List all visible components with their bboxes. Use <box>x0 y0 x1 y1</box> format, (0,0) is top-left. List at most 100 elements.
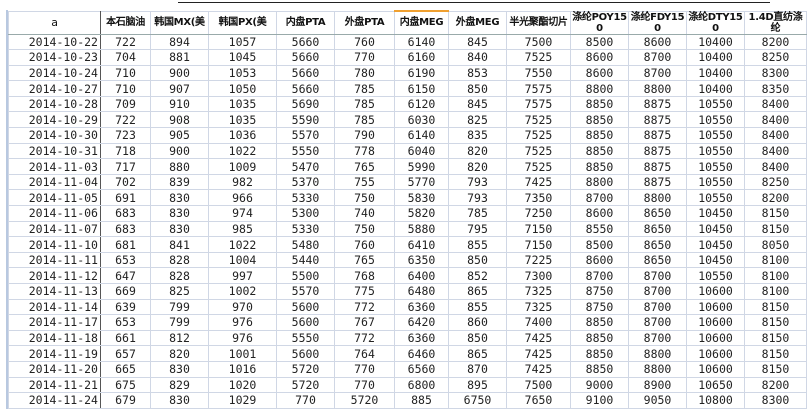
value-cell[interactable]: 8400 <box>744 158 807 175</box>
value-cell[interactable]: 5720 <box>276 360 335 378</box>
value-cell[interactable]: 8800 <box>628 360 687 378</box>
value-cell[interactable]: 835 <box>448 127 507 144</box>
value-cell[interactable]: 7325 <box>506 283 571 300</box>
value-cell[interactable]: 6400 <box>394 267 449 284</box>
value-cell[interactable]: 8350 <box>744 80 807 97</box>
value-cell[interactable]: 647 <box>100 267 151 284</box>
value-cell[interactable]: 639 <box>100 298 151 316</box>
value-cell[interactable]: 10550 <box>686 142 745 160</box>
value-cell[interactable]: 6140 <box>394 127 449 144</box>
value-cell[interactable]: 717 <box>100 158 151 175</box>
value-cell[interactable]: 722 <box>100 111 151 129</box>
value-cell[interactable]: 8700 <box>628 298 687 316</box>
date-cell[interactable]: 2014-10-30 <box>8 127 101 144</box>
value-cell[interactable]: 5720 <box>276 376 335 394</box>
spreadsheet-grid[interactable]: a 本石脑油 韩国MX(美 韩国PX(美 内盘PTA 外盘PTA 内盘MEG 外盘MEG 半光聚… <box>6 10 807 409</box>
value-cell[interactable]: 679 <box>100 392 151 409</box>
value-cell[interactable]: 8400 <box>744 111 807 129</box>
value-cell[interactable]: 799 <box>150 298 209 316</box>
value-cell[interactable]: 10450 <box>686 220 745 238</box>
date-cell[interactable]: 2014-10-28 <box>8 95 101 113</box>
column-header[interactable]: 1.4D直纺涤纶 <box>744 10 807 35</box>
value-cell[interactable]: 5820 <box>394 205 449 222</box>
value-cell[interactable]: 653 <box>100 314 151 331</box>
value-cell[interactable]: 5660 <box>276 80 335 97</box>
value-cell[interactable]: 908 <box>150 111 209 129</box>
value-cell[interactable]: 841 <box>150 236 209 253</box>
value-cell[interactable]: 10450 <box>686 236 745 253</box>
value-cell[interactable]: 970 <box>208 298 277 316</box>
value-cell[interactable]: 8400 <box>744 142 807 160</box>
date-cell[interactable]: 2014-10-27 <box>8 80 101 97</box>
value-cell[interactable]: 8750 <box>570 283 629 300</box>
value-cell[interactable]: 997 <box>208 267 277 284</box>
value-cell[interactable]: 6190 <box>394 64 449 82</box>
value-cell[interactable]: 8650 <box>628 205 687 222</box>
value-cell[interactable]: 845 <box>448 95 507 113</box>
value-cell[interactable]: 10600 <box>686 360 745 378</box>
date-cell[interactable]: 2014-11-20 <box>8 360 101 378</box>
date-cell[interactable]: 2014-11-11 <box>8 251 101 269</box>
value-cell[interactable]: 855 <box>448 298 507 316</box>
value-cell[interactable]: 5720 <box>334 392 395 409</box>
column-header[interactable]: 韩国PX(美 <box>208 10 277 35</box>
value-cell[interactable]: 5330 <box>276 189 335 207</box>
column-header[interactable]: 涤纶FDY150 <box>628 10 687 35</box>
value-cell[interactable]: 1035 <box>208 111 277 129</box>
value-cell[interactable]: 9000 <box>570 376 629 394</box>
value-cell[interactable]: 1004 <box>208 251 277 269</box>
value-cell[interactable]: 881 <box>150 49 209 66</box>
value-cell[interactable]: 10550 <box>686 173 745 191</box>
date-cell[interactable]: 2014-11-19 <box>8 345 101 362</box>
value-cell[interactable]: 812 <box>150 329 209 347</box>
value-cell[interactable]: 10550 <box>686 158 745 175</box>
value-cell[interactable]: 675 <box>100 376 151 394</box>
value-cell[interactable]: 10400 <box>686 49 745 66</box>
value-cell[interactable]: 7250 <box>506 205 571 222</box>
value-cell[interactable]: 6480 <box>394 283 449 300</box>
value-cell[interactable]: 976 <box>208 329 277 347</box>
value-cell[interactable]: 6800 <box>394 376 449 394</box>
date-cell[interactable]: 2014-11-10 <box>8 236 101 253</box>
value-cell[interactable]: 1057 <box>208 33 277 51</box>
value-cell[interactable]: 760 <box>334 236 395 253</box>
value-cell[interactable]: 1050 <box>208 80 277 97</box>
value-cell[interactable]: 8800 <box>628 80 687 97</box>
date-cell[interactable]: 2014-10-24 <box>8 64 101 82</box>
value-cell[interactable]: 8150 <box>744 314 807 331</box>
value-cell[interactable]: 8600 <box>570 49 629 66</box>
value-cell[interactable]: 6750 <box>448 392 507 409</box>
column-header[interactable]: a <box>8 10 101 35</box>
value-cell[interactable]: 8300 <box>744 392 807 409</box>
value-cell[interactable]: 710 <box>100 80 151 97</box>
value-cell[interactable]: 7150 <box>506 220 571 238</box>
value-cell[interactable]: 900 <box>150 64 209 82</box>
value-cell[interactable]: 10400 <box>686 33 745 51</box>
value-cell[interactable]: 7525 <box>506 127 571 144</box>
value-cell[interactable]: 772 <box>334 298 395 316</box>
value-cell[interactable]: 5600 <box>276 345 335 362</box>
value-cell[interactable]: 5600 <box>276 298 335 316</box>
value-cell[interactable]: 7525 <box>506 111 571 129</box>
value-cell[interactable]: 8850 <box>570 345 629 362</box>
value-cell[interactable]: 10600 <box>686 314 745 331</box>
value-cell[interactable]: 6350 <box>394 251 449 269</box>
value-cell[interactable]: 8700 <box>628 49 687 66</box>
value-cell[interactable]: 8875 <box>628 142 687 160</box>
value-cell[interactable]: 8200 <box>744 33 807 51</box>
value-cell[interactable]: 793 <box>448 189 507 207</box>
value-cell[interactable]: 8875 <box>628 95 687 113</box>
value-cell[interactable]: 7425 <box>506 173 571 191</box>
value-cell[interactable]: 8150 <box>744 345 807 362</box>
value-cell[interactable]: 785 <box>334 95 395 113</box>
value-cell[interactable]: 870 <box>448 360 507 378</box>
value-cell[interactable]: 7575 <box>506 80 571 97</box>
date-cell[interactable]: 2014-11-07 <box>8 220 101 238</box>
value-cell[interactable]: 8200 <box>744 376 807 394</box>
value-cell[interactable]: 895 <box>448 376 507 394</box>
value-cell[interactable]: 780 <box>334 64 395 82</box>
value-cell[interactable]: 820 <box>448 142 507 160</box>
value-cell[interactable]: 7425 <box>506 345 571 362</box>
value-cell[interactable]: 8250 <box>744 173 807 191</box>
value-cell[interactable]: 829 <box>150 376 209 394</box>
